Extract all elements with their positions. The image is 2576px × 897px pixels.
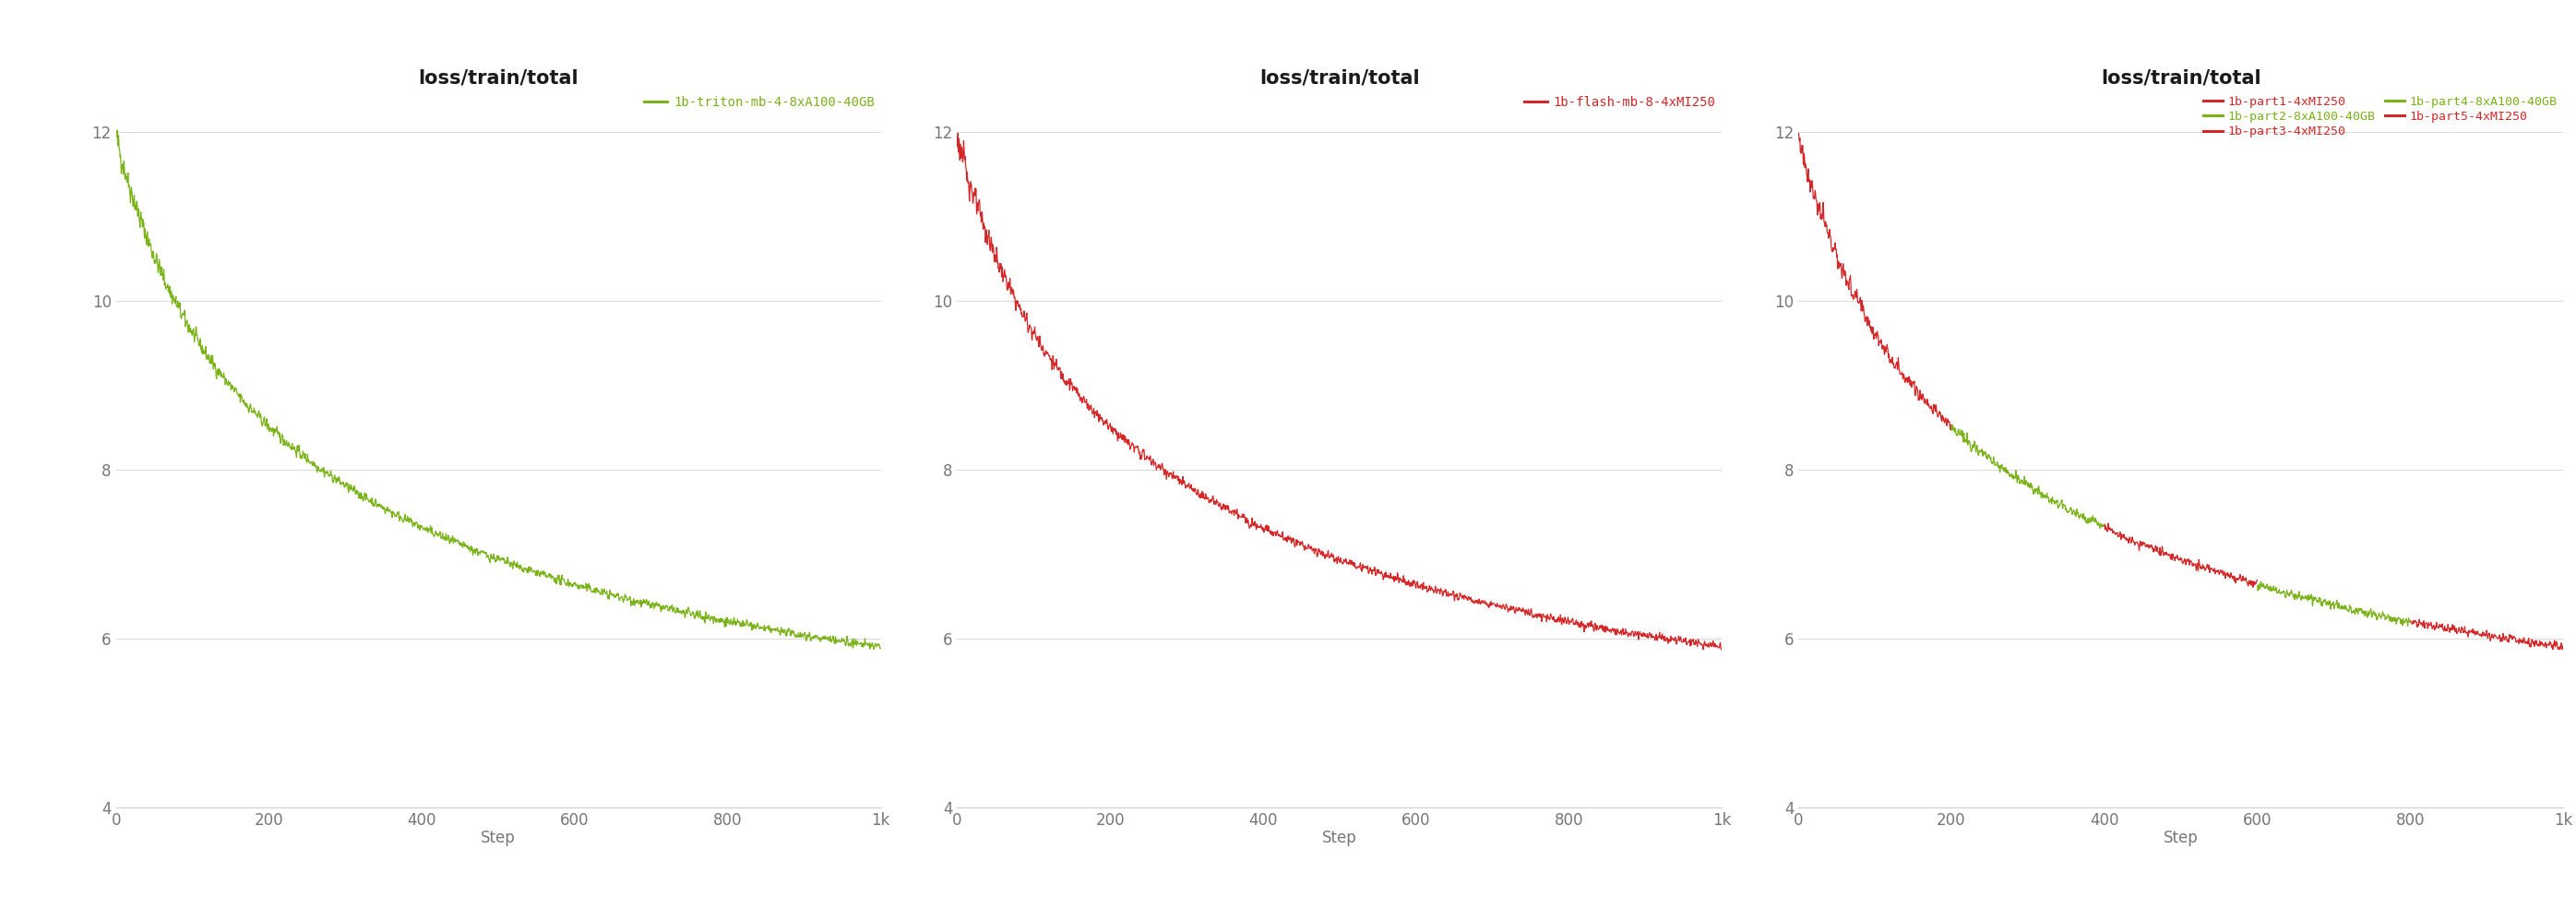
Title: loss/train/total: loss/train/total — [417, 68, 580, 87]
X-axis label: Step: Step — [1321, 830, 1358, 846]
Legend: 1b-part1-4xMI250, 1b-part2-8xA100-40GB, 1b-part3-4xMI250, 1b-part4-8xA100-40GB, : 1b-part1-4xMI250, 1b-part2-8xA100-40GB, … — [2202, 96, 2558, 138]
Legend: 1b-triton-mb-4-8xA100-40GB: 1b-triton-mb-4-8xA100-40GB — [644, 96, 873, 109]
X-axis label: Step: Step — [482, 830, 515, 846]
Legend: 1b-flash-mb-8-4xMI250: 1b-flash-mb-8-4xMI250 — [1525, 96, 1716, 109]
Title: loss/train/total: loss/train/total — [2099, 68, 2262, 87]
X-axis label: Step: Step — [2164, 830, 2197, 846]
Title: loss/train/total: loss/train/total — [1260, 68, 1419, 87]
